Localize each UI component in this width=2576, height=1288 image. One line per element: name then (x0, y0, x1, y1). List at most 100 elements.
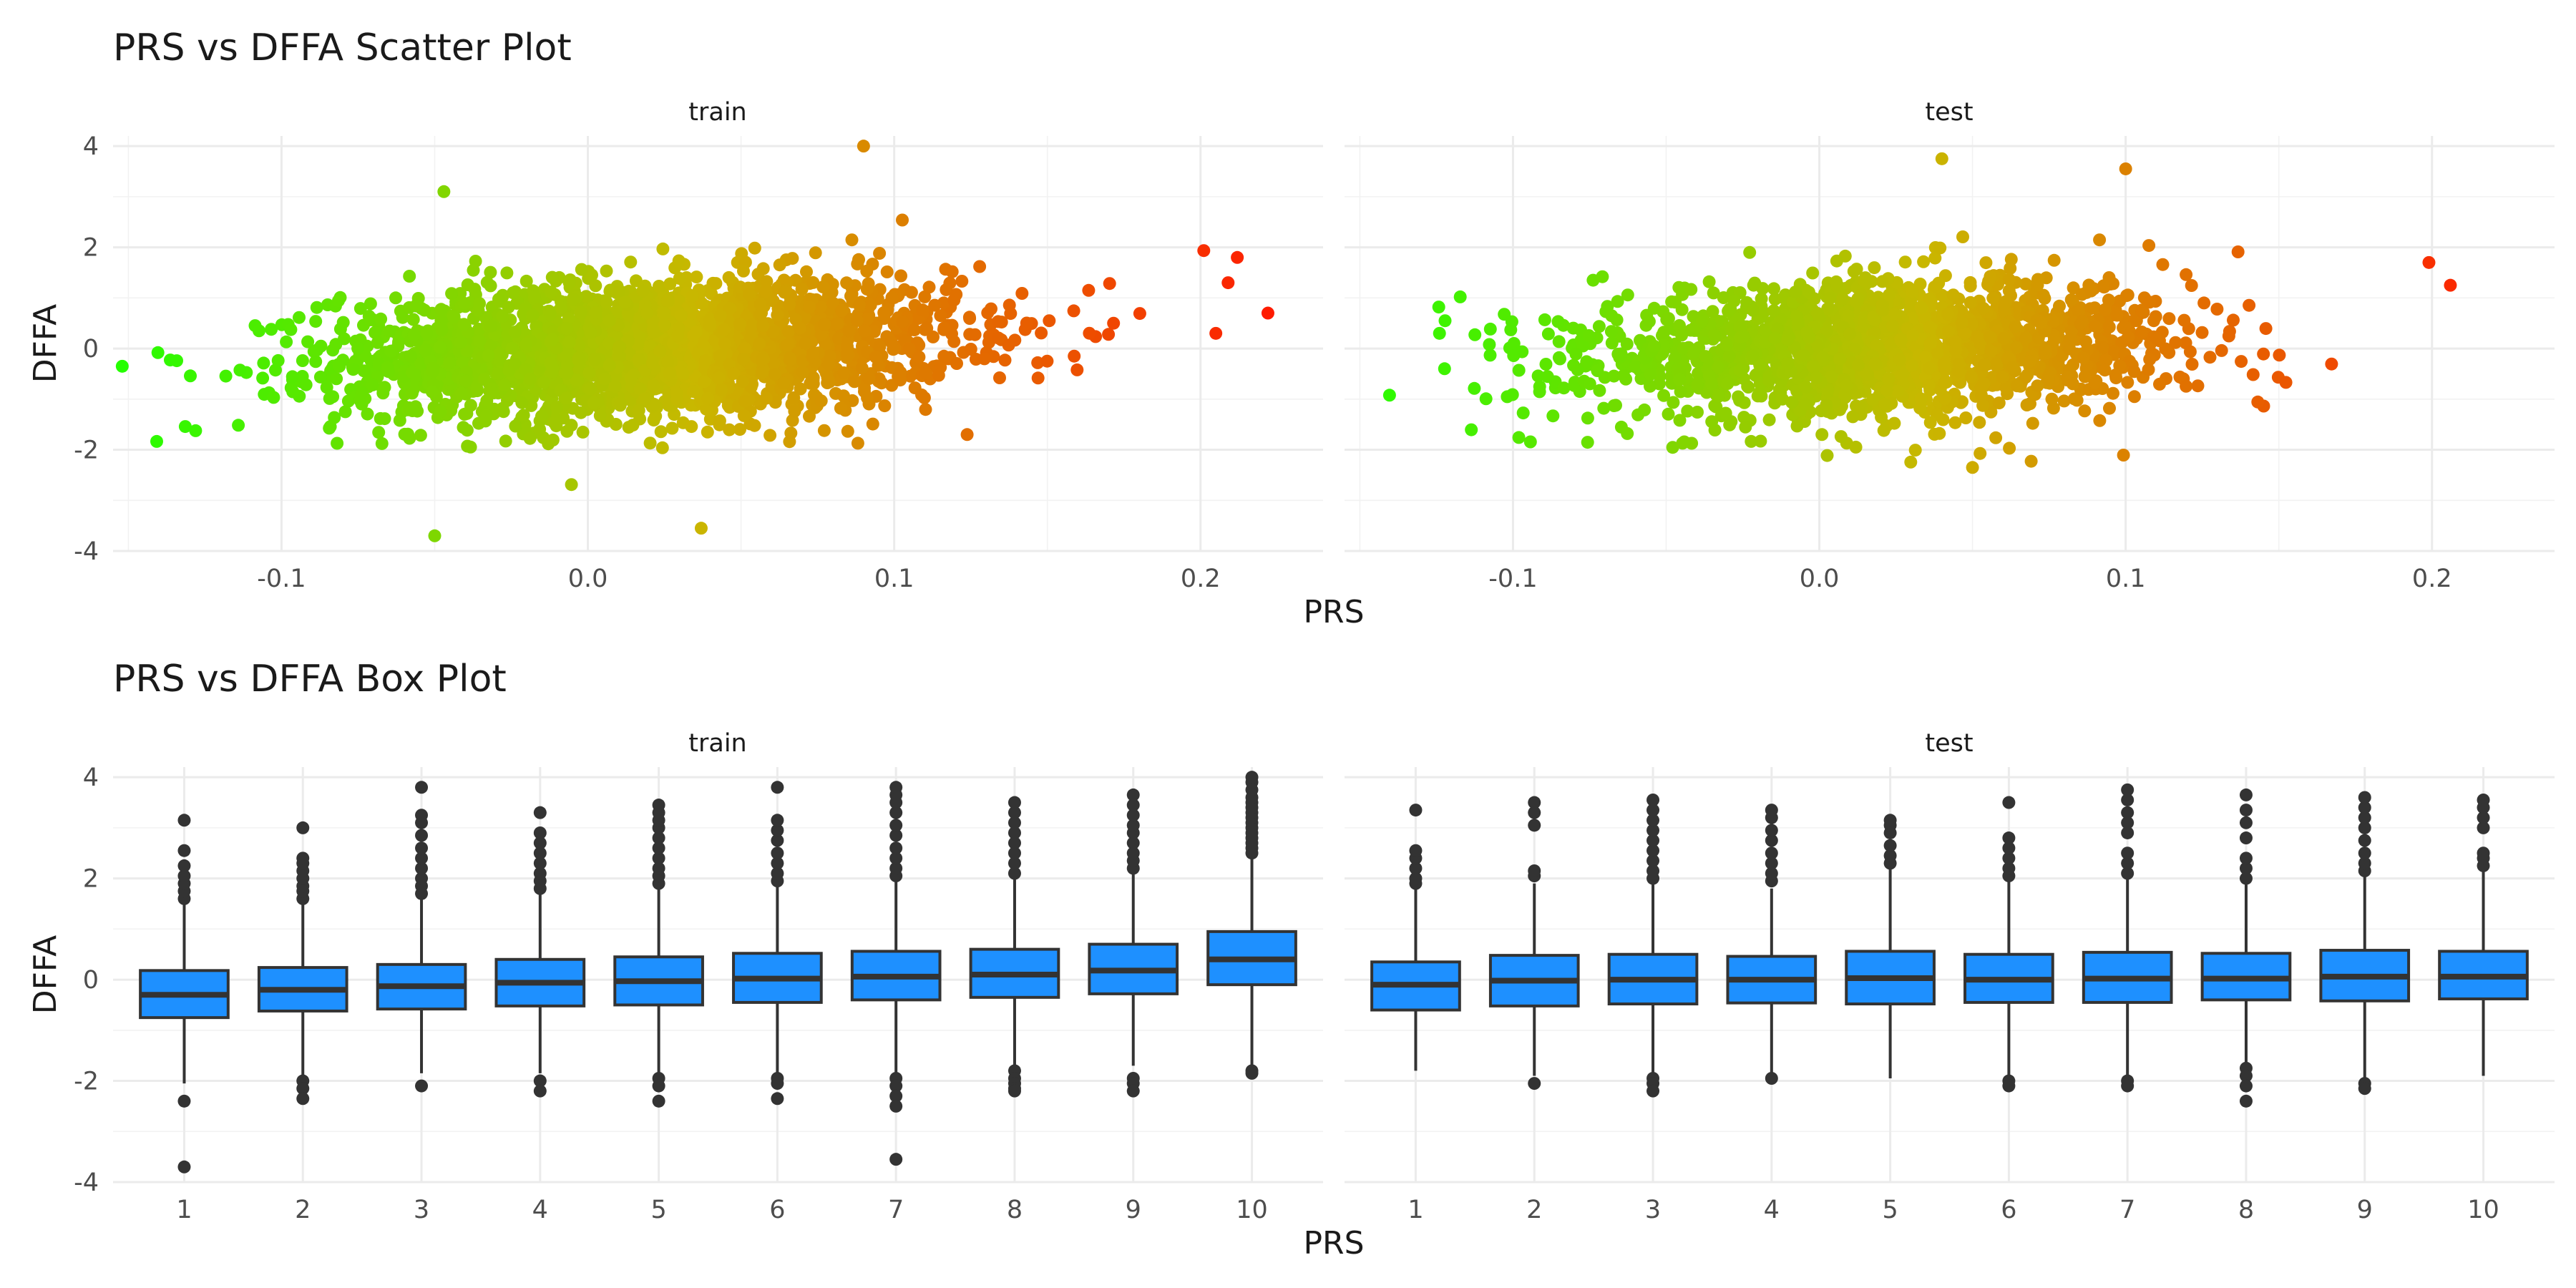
scatter-point (1889, 308, 1902, 321)
scatter-point (1712, 361, 1725, 374)
scatter-point (575, 263, 588, 276)
x-tick-label: 3 (1645, 1196, 1661, 1224)
scatter-point (1933, 241, 1947, 255)
scatter-point (2169, 336, 2182, 349)
scatter-point (1231, 250, 1244, 264)
scatter-point (814, 328, 828, 341)
scatter-point (464, 399, 477, 412)
box-outlier (771, 847, 784, 860)
box-9 (2319, 791, 2411, 1096)
scatter-point (115, 359, 129, 373)
scatter-point (840, 276, 854, 290)
box-panel-test-label: test (1925, 729, 1973, 758)
scatter-point (2034, 316, 2048, 330)
box-outlier (1008, 857, 1021, 870)
box-outlier (2358, 811, 2371, 824)
scatter-point (675, 308, 688, 322)
scatter-point (748, 241, 761, 255)
scatter-point (896, 213, 909, 227)
scatter-point (834, 401, 847, 415)
scatter-point (1512, 431, 1526, 444)
scatter-point (2098, 303, 2112, 316)
scatter-point (787, 391, 801, 404)
scatter-point (1609, 399, 1622, 412)
scatter-point (593, 409, 607, 422)
scatter-point (754, 307, 768, 321)
box-4 (494, 806, 586, 1098)
scatter-point (1516, 406, 1530, 420)
scatter-point (1997, 331, 2011, 345)
box-outlier (2239, 1079, 2253, 1093)
scatter-point (2279, 376, 2293, 389)
scatter-point (860, 264, 874, 278)
scatter-point (858, 324, 872, 338)
box-outlier (2002, 831, 2016, 845)
scatter-point (1673, 373, 1687, 386)
scatter-point (484, 319, 498, 333)
x-tick-label: 10 (1236, 1196, 1268, 1224)
scatter-point (1634, 333, 1646, 347)
box-outlier (889, 829, 903, 842)
scatter-point (2039, 347, 2052, 361)
scatter-point (1523, 435, 1537, 449)
box-outlier (1765, 1072, 1778, 1085)
box-outlier (533, 847, 547, 860)
scatter-point (723, 423, 736, 436)
scatter-point (655, 441, 669, 454)
scatter-point (2031, 278, 2044, 292)
box-outlier (533, 857, 547, 870)
scatter-point (912, 350, 926, 364)
scatter-point (2045, 392, 2059, 406)
scatter-point (1591, 364, 1604, 377)
scatter-point (2325, 357, 2338, 371)
scatter-point (1571, 363, 1584, 376)
scatter-point (1834, 430, 1848, 444)
scatter-panel-train-label: train (688, 98, 746, 127)
scatter-point (366, 378, 379, 391)
scatter-point (919, 366, 932, 380)
scatter-point (353, 302, 367, 316)
scatter-point (916, 303, 930, 317)
scatter-point (178, 420, 192, 434)
scatter-point (1004, 307, 1018, 321)
scatter-point (2089, 319, 2102, 333)
scatter-point (492, 367, 505, 381)
box-outlier (1528, 796, 1541, 809)
box-outlier (1528, 819, 1541, 832)
scatter-point (1940, 376, 1953, 389)
scatter-point (233, 364, 247, 377)
scatter-point (443, 356, 457, 370)
scatter-point (508, 357, 522, 371)
scatter-point (934, 309, 947, 323)
scatter-point (1843, 327, 1857, 341)
box-outlier (652, 831, 665, 845)
box-6 (732, 781, 823, 1106)
scatter-point (1438, 362, 1451, 376)
box-outlier (1008, 836, 1021, 850)
scatter-point (1621, 426, 1634, 440)
scatter-point (794, 382, 807, 396)
scatter-point (1020, 316, 1033, 330)
scatter-point (1631, 408, 1645, 421)
scatter-point (445, 287, 459, 301)
scatter-point (613, 285, 626, 298)
x-tick-label: 0.0 (1800, 565, 1840, 593)
box-outlier (889, 1153, 903, 1166)
scatter-point (703, 313, 717, 326)
scatter-point (880, 265, 894, 278)
scatter-point (2097, 279, 2110, 293)
scatter-point (1133, 307, 1146, 321)
scatter-point (1895, 367, 1908, 381)
scatter-point (756, 319, 770, 333)
scatter-point (841, 348, 855, 362)
scatter-point (1917, 255, 1931, 268)
scatter-point (189, 424, 203, 437)
scatter-point (565, 478, 578, 492)
box-outlier (177, 814, 191, 827)
box-outlier (415, 809, 429, 822)
box-outlier (296, 821, 310, 834)
scatter-point (784, 426, 798, 440)
scatter-point (985, 302, 997, 316)
scatter-point (1691, 379, 1704, 392)
scatter-point (748, 419, 761, 432)
